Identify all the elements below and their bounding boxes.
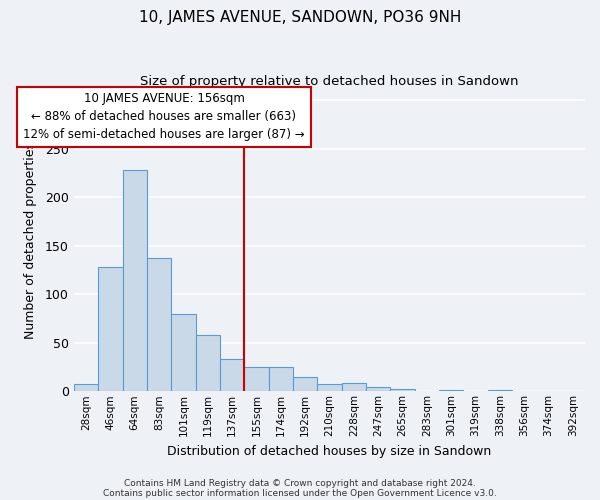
Text: Contains public sector information licensed under the Open Government Licence v3: Contains public sector information licen… — [103, 488, 497, 498]
Bar — [390, 390, 415, 392]
Bar — [196, 335, 220, 392]
Bar — [171, 314, 196, 392]
Text: 10, JAMES AVENUE, SANDOWN, PO36 9NH: 10, JAMES AVENUE, SANDOWN, PO36 9NH — [139, 10, 461, 25]
Title: Size of property relative to detached houses in Sandown: Size of property relative to detached ho… — [140, 75, 518, 88]
Bar — [220, 360, 244, 392]
Bar — [98, 267, 122, 392]
Bar — [122, 170, 147, 392]
X-axis label: Distribution of detached houses by size in Sandown: Distribution of detached houses by size … — [167, 444, 491, 458]
Bar — [341, 382, 366, 392]
Y-axis label: Number of detached properties: Number of detached properties — [24, 142, 37, 340]
Bar — [293, 376, 317, 392]
Bar — [147, 258, 171, 392]
Bar — [269, 367, 293, 392]
Text: 10 JAMES AVENUE: 156sqm
← 88% of detached houses are smaller (663)
12% of semi-d: 10 JAMES AVENUE: 156sqm ← 88% of detache… — [23, 92, 305, 142]
Bar — [74, 384, 98, 392]
Bar — [488, 390, 512, 392]
Bar — [366, 388, 390, 392]
Text: Contains HM Land Registry data © Crown copyright and database right 2024.: Contains HM Land Registry data © Crown c… — [124, 478, 476, 488]
Bar — [244, 367, 269, 392]
Bar — [439, 390, 463, 392]
Bar — [317, 384, 341, 392]
